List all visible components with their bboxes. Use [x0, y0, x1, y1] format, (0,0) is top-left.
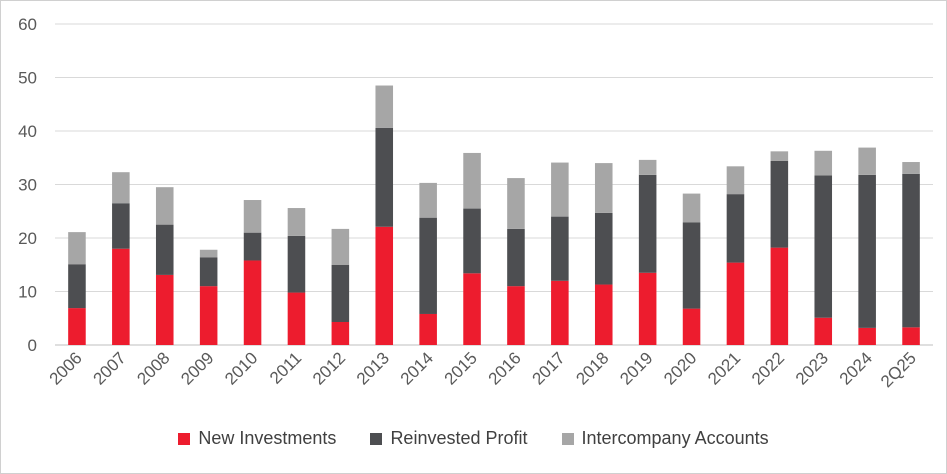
legend-label-reinvested-profit: Reinvested Profit [390, 428, 528, 448]
bar-segment-new-investments [419, 313, 437, 345]
y-tick-label: 0 [28, 336, 37, 355]
x-tick-label: 2012 [309, 348, 349, 388]
x-tick-label: 2016 [485, 348, 525, 388]
bar-segment-intercompany-accounts [243, 200, 262, 233]
bar-segment-new-investments [243, 260, 262, 345]
x-tick-label: 2010 [221, 348, 261, 388]
bar-segment-new-investments [726, 262, 745, 345]
bar-segment-reinvested-profit [726, 194, 745, 263]
x-tick-label: 2017 [528, 348, 568, 388]
bar-segment-reinvested-profit [638, 174, 657, 273]
bar-segment-intercompany-accounts [551, 162, 569, 217]
x-tick-label: 2015 [441, 348, 481, 388]
y-tick-label: 60 [18, 15, 37, 34]
x-tick-label: 2007 [89, 348, 129, 388]
bar-segment-new-investments [594, 284, 613, 345]
x-tick-label: 2011 [266, 348, 305, 387]
bar-segment-intercompany-accounts [770, 151, 789, 161]
bar-segment-new-investments [155, 274, 174, 345]
bar-segment-new-investments [463, 273, 481, 345]
legend-item-new-investments: New Investments [178, 428, 336, 449]
x-tick-label: 2014 [397, 348, 437, 388]
bar-segment-intercompany-accounts [112, 172, 130, 204]
bar-segment-intercompany-accounts [199, 249, 218, 258]
bar-segment-intercompany-accounts [287, 208, 306, 236]
bar-segment-reinvested-profit [331, 264, 350, 322]
bar-segment-intercompany-accounts [68, 232, 86, 265]
bar-segment-reinvested-profit [112, 203, 130, 249]
bar-segment-new-investments [551, 280, 569, 345]
bar-segment-intercompany-accounts [375, 85, 394, 128]
x-tick-label: 2022 [748, 348, 788, 388]
bar-segment-new-investments [902, 327, 920, 345]
x-tick-label: 2023 [792, 348, 832, 388]
bar-segment-intercompany-accounts [463, 152, 481, 209]
bar-segment-intercompany-accounts [155, 187, 174, 225]
x-tick-label: 2008 [133, 348, 173, 388]
bar-segment-reinvested-profit [243, 232, 262, 261]
bar-segment-intercompany-accounts [902, 162, 920, 174]
bar-segment-reinvested-profit [770, 160, 789, 248]
bar-segment-new-investments [199, 286, 218, 345]
bar-segment-new-investments [331, 321, 350, 345]
bar-segment-reinvested-profit [68, 264, 86, 309]
bar-segment-new-investments [68, 308, 86, 345]
bar-segment-new-investments [858, 327, 876, 345]
bar-segment-reinvested-profit [814, 175, 833, 318]
bar-segment-reinvested-profit [507, 228, 525, 287]
bar-segment-new-investments [814, 317, 833, 345]
bar-segment-new-investments [682, 308, 701, 345]
y-tick-label: 10 [18, 283, 37, 302]
bar-segment-new-investments [287, 292, 306, 345]
y-tick-label: 50 [18, 69, 37, 88]
legend-item-intercompany-accounts: Intercompany Accounts [561, 428, 769, 449]
bar-segment-new-investments [375, 226, 394, 345]
bar-segment-new-investments [112, 248, 130, 345]
bar-segment-reinvested-profit [463, 208, 481, 274]
x-tick-label: 2018 [572, 348, 612, 388]
x-tick-label: 2013 [353, 348, 393, 388]
bar-segment-reinvested-profit [419, 217, 437, 314]
bar-segment-intercompany-accounts [858, 147, 876, 175]
x-tick-label: 2006 [46, 348, 86, 388]
bar-segment-new-investments [507, 286, 525, 345]
bar-segment-intercompany-accounts [507, 178, 525, 229]
bar-segment-reinvested-profit [594, 212, 613, 285]
bar-segment-reinvested-profit [155, 224, 174, 275]
bar-segment-reinvested-profit [375, 127, 394, 227]
legend-label-intercompany-accounts: Intercompany Accounts [581, 428, 769, 448]
legend: New Investments Reinvested Profit Interc… [0, 428, 947, 449]
y-tick-label: 30 [18, 176, 37, 195]
x-tick-label: 2019 [616, 348, 656, 388]
bar-segment-reinvested-profit [858, 174, 876, 328]
bar-segment-intercompany-accounts [594, 163, 613, 213]
bar-segment-new-investments [638, 272, 657, 345]
x-tick-label: 2024 [836, 348, 876, 388]
bar-segment-reinvested-profit [682, 222, 701, 309]
bar-segment-reinvested-profit [551, 216, 569, 281]
bar-segment-reinvested-profit [902, 173, 920, 328]
legend-swatch-new-investments [178, 432, 191, 445]
x-tick-label: 2Q25 [877, 348, 920, 391]
y-tick-label: 20 [18, 229, 37, 248]
legend-item-reinvested-profit: Reinvested Profit [370, 428, 528, 449]
x-tick-label: 2021 [704, 348, 744, 388]
bar-segment-intercompany-accounts [638, 159, 657, 175]
x-tick-label: 2020 [660, 348, 700, 388]
bar-segment-reinvested-profit [287, 235, 306, 293]
x-tick-label: 2009 [177, 348, 217, 388]
legend-label-new-investments: New Investments [198, 428, 337, 448]
y-tick-label: 40 [18, 122, 37, 141]
bar-segment-intercompany-accounts [814, 150, 833, 176]
bar-segment-intercompany-accounts [682, 193, 701, 223]
bar-segment-reinvested-profit [199, 257, 218, 287]
legend-swatch-reinvested-profit [370, 432, 383, 445]
bar-segment-new-investments [770, 247, 789, 345]
bar-segment-intercompany-accounts [419, 182, 437, 218]
legend-swatch-intercompany-accounts [561, 432, 574, 445]
bar-segment-intercompany-accounts [726, 166, 745, 195]
bar-segment-intercompany-accounts [331, 228, 350, 265]
